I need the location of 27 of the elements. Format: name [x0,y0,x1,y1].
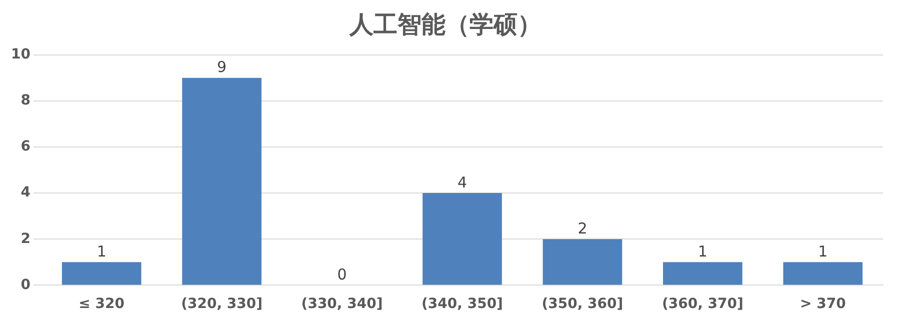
x-tick-label: > 370 [800,296,846,312]
bar [663,262,742,285]
x-tick-label: (350, 360] [542,296,624,312]
bar [422,193,502,285]
chart-title: 人工智能（学硕） [348,10,542,39]
data-label: 1 [698,242,708,261]
data-label: 0 [337,266,347,284]
data-label: 1 [96,242,106,261]
y-tick-label: 8 [20,92,30,109]
y-tick-label: 2 [20,230,30,247]
bar [783,262,863,285]
y-tick-label: 0 [20,276,31,293]
y-tick-label: 10 [11,46,31,62]
bar [542,239,622,285]
data-label: 2 [578,220,588,238]
x-tick-label: (320, 330] [181,296,263,312]
x-tick-label: (360, 370] [662,296,744,312]
y-tick-label: 6 [20,138,30,155]
bar [62,262,142,285]
data-label: 1 [818,242,828,261]
x-tick-label: (330, 340] [301,296,383,312]
x-tick-label: ≤ 320 [78,296,125,312]
data-label: 9 [217,58,227,76]
bar [182,78,262,285]
x-tick-label: (340, 350] [422,296,503,312]
y-tick-label: 4 [20,184,31,201]
data-label: 4 [457,173,468,192]
